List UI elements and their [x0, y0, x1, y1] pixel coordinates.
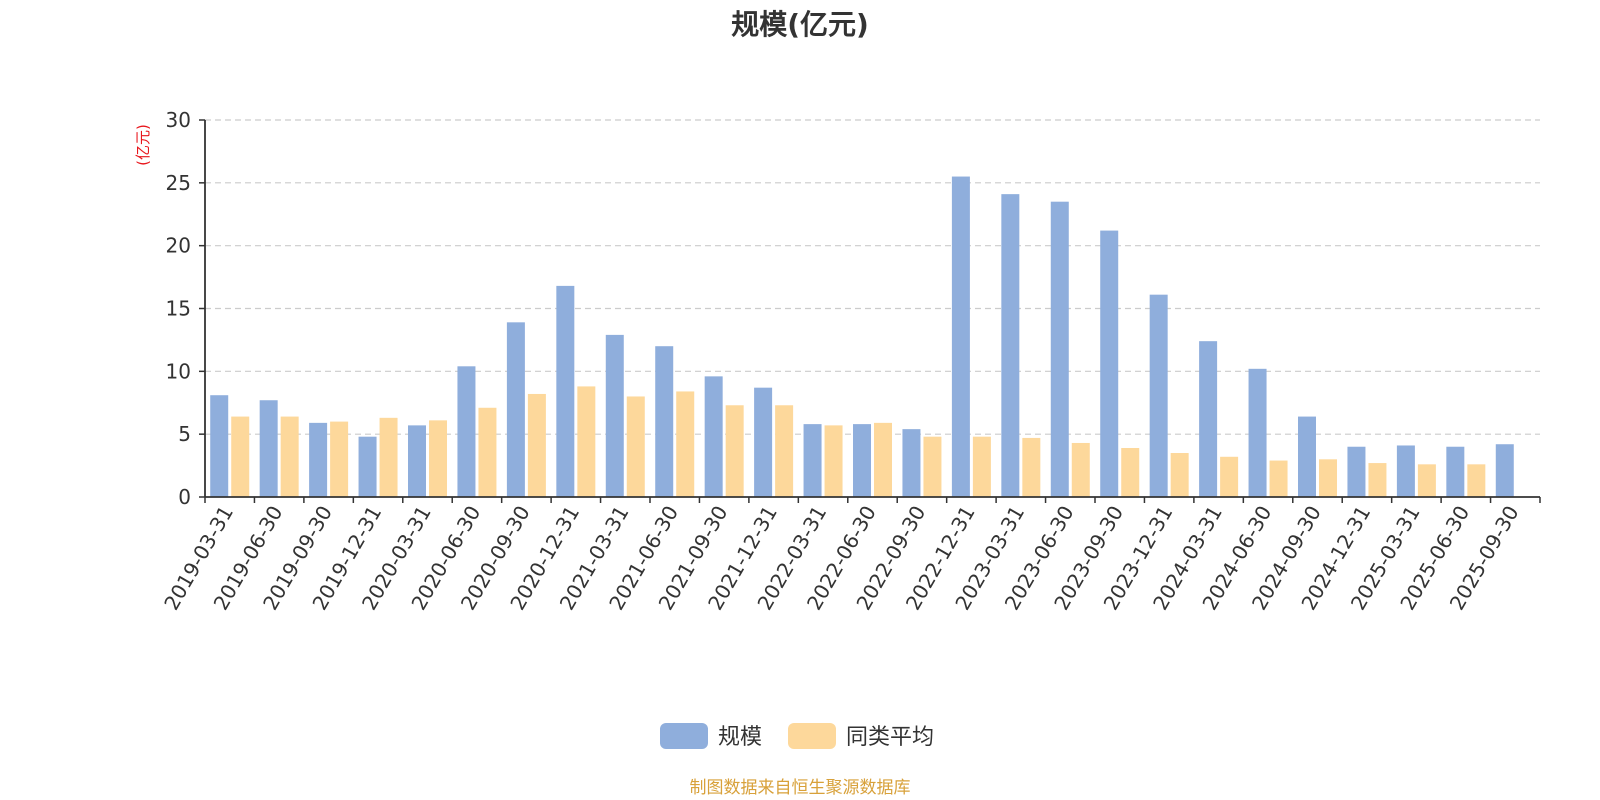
grid-lines: [205, 119, 1540, 435]
bar-series-2[interactable]: [1467, 464, 1486, 497]
legend-label: 同类平均: [846, 725, 934, 750]
bar-series-2[interactable]: [725, 405, 744, 497]
bars: [210, 176, 1514, 498]
bar-series-1[interactable]: [457, 366, 476, 497]
bar-series-1[interactable]: [1100, 230, 1119, 497]
bar-series-2[interactable]: [478, 407, 497, 497]
bar-series-1[interactable]: [1347, 446, 1366, 497]
bar-series-2[interactable]: [231, 416, 250, 497]
bar-series-1[interactable]: [1298, 416, 1316, 497]
bar-series-2[interactable]: [1417, 464, 1436, 497]
bar-series-1[interactable]: [1248, 368, 1267, 497]
bar-series-2[interactable]: [626, 396, 645, 497]
y-tick-label: 10: [166, 359, 191, 383]
axes: 0510152025302019-03-312019-06-302019-09-…: [159, 108, 1541, 614]
bar-series-2[interactable]: [1170, 453, 1189, 497]
y-tick-label: 5: [178, 422, 191, 446]
chart-title: 规模(亿元): [731, 8, 869, 41]
bar-series-1[interactable]: [853, 424, 871, 497]
bar-series-2[interactable]: [527, 393, 546, 497]
bar-series-1[interactable]: [210, 395, 229, 497]
bar-series-1[interactable]: [1446, 446, 1465, 497]
bar-series-1[interactable]: [605, 334, 624, 497]
bar-series-2[interactable]: [1368, 463, 1387, 497]
bar-series-1[interactable]: [803, 424, 822, 497]
bar-series-2[interactable]: [972, 436, 991, 497]
bar-series-1[interactable]: [1001, 194, 1020, 498]
y-axis-unit-label: (亿元): [134, 124, 152, 166]
data-source-note: 制图数据来自恒生聚源数据库: [690, 778, 911, 798]
bar-series-1[interactable]: [754, 387, 773, 497]
bar-series-2[interactable]: [874, 422, 892, 497]
bar-series-1[interactable]: [506, 322, 525, 497]
legend-label: 规模: [718, 725, 762, 750]
y-tick-label: 15: [166, 297, 191, 321]
bar-series-2[interactable]: [775, 405, 794, 497]
bar-series-2[interactable]: [1071, 442, 1090, 497]
bar-series-1[interactable]: [1199, 341, 1218, 497]
legend-swatch: [660, 723, 708, 749]
bar-series-2[interactable]: [923, 436, 942, 497]
legend-swatch: [788, 723, 836, 749]
legend[interactable]: 规模 同类平均: [660, 723, 934, 750]
bar-series-2[interactable]: [1220, 456, 1239, 497]
bar-series-1[interactable]: [1495, 444, 1514, 497]
y-tick-label: 0: [178, 485, 191, 509]
bar-series-1[interactable]: [1396, 445, 1415, 497]
y-tick-label: 30: [166, 108, 191, 132]
legend-item[interactable]: 同类平均: [788, 723, 934, 750]
bar-series-2[interactable]: [1269, 460, 1288, 497]
bar-series-2[interactable]: [1022, 437, 1041, 497]
bar-series-1[interactable]: [951, 176, 970, 498]
bar-series-2[interactable]: [577, 386, 596, 497]
bar-series-1[interactable]: [556, 285, 575, 497]
bar-series-1[interactable]: [408, 425, 426, 497]
bar-series-1[interactable]: [1149, 294, 1168, 497]
bar-series-1[interactable]: [309, 422, 328, 497]
bar-series-2[interactable]: [676, 391, 695, 497]
bar-series-1[interactable]: [259, 400, 278, 497]
bar-series-1[interactable]: [704, 376, 723, 497]
bar-series-1[interactable]: [358, 436, 377, 497]
bar-series-1[interactable]: [1050, 201, 1069, 497]
bar-series-2[interactable]: [1319, 459, 1337, 497]
bar-series-2[interactable]: [429, 420, 447, 497]
bar-series-1[interactable]: [902, 429, 921, 497]
y-tick-label: 20: [166, 234, 191, 258]
bar-series-1[interactable]: [655, 346, 674, 497]
legend-item[interactable]: 规模: [660, 723, 762, 750]
bar-series-2[interactable]: [280, 416, 299, 497]
bar-series-2[interactable]: [824, 425, 843, 497]
y-tick-label: 25: [166, 171, 191, 195]
bar-series-2[interactable]: [330, 421, 349, 497]
bar-series-2[interactable]: [1121, 447, 1140, 497]
bar-series-2[interactable]: [379, 417, 398, 497]
